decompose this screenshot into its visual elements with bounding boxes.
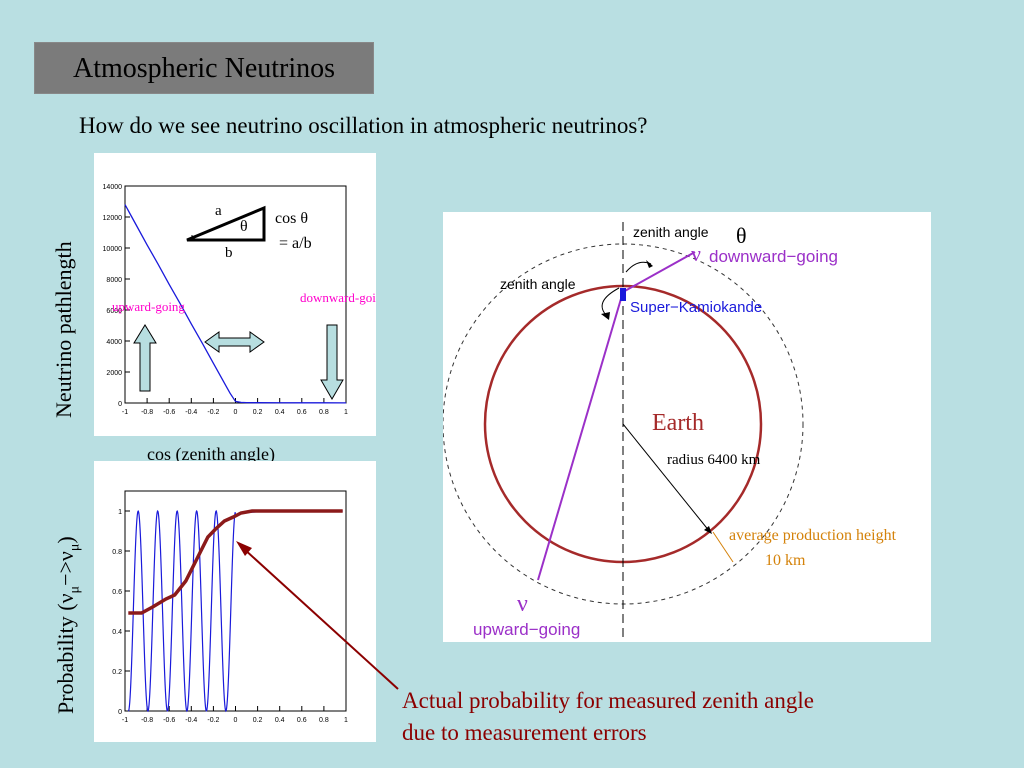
up-arrow-icon bbox=[133, 324, 157, 392]
upward-going-diagram-label: upward−going bbox=[473, 620, 580, 639]
y-tick-label: 0 bbox=[118, 401, 122, 408]
annotation-line-2: due to measurement errors bbox=[402, 720, 647, 745]
down-arrow-icon bbox=[320, 324, 344, 400]
y-tick-label: 8000 bbox=[106, 277, 122, 284]
super-kamiokande-marker bbox=[620, 288, 626, 301]
cos-formula-line1: cos θ bbox=[275, 210, 308, 227]
production-height-line bbox=[712, 531, 734, 563]
y-tick-label: 0.6 bbox=[112, 589, 122, 596]
triangle-angle: θ bbox=[240, 218, 248, 235]
x-tick-label: 0.2 bbox=[253, 717, 263, 724]
x-tick-label: 0.6 bbox=[297, 409, 307, 416]
y-tick-label: 2000 bbox=[106, 370, 122, 377]
x-tick-label: 0.4 bbox=[275, 409, 285, 416]
pathlength-curve bbox=[124, 204, 347, 404]
zenith-angle-top-label: zenith angle bbox=[633, 224, 709, 240]
x-tick-label: 0.2 bbox=[253, 409, 263, 416]
earth-diagram-panel: zenith angle θ ν downward−going zenith a… bbox=[442, 212, 931, 642]
bottom-plot-panel: -1 -0.8 -0.6 -0.4 -0.2 0 0.2 0.4 0.6 0.8 1 0 0.2 0.4 0… bbox=[94, 461, 376, 742]
top-plot-ylabel: Neutrino pathlength bbox=[51, 241, 76, 418]
top-plot-xlabel: cos (zenith angle) bbox=[147, 444, 275, 464]
annotation-line-1: Actual probability for measured zenith a… bbox=[402, 688, 814, 713]
y-tick-label: 14000 bbox=[103, 184, 123, 191]
downward-neutrino-path bbox=[622, 251, 696, 293]
x-tick-label: -0.8 bbox=[141, 717, 153, 724]
zenith-angle-left-label: zenith angle bbox=[500, 276, 576, 292]
x-tick-label: -1 bbox=[122, 409, 128, 416]
upward-neutrino-path bbox=[537, 291, 624, 581]
y-tick-label: 10000 bbox=[103, 246, 123, 253]
y-tick-label: 0.4 bbox=[112, 629, 122, 636]
x-tick-label: -0.6 bbox=[163, 409, 175, 416]
zenith-arc-top bbox=[625, 261, 652, 273]
avg-height-line1: average production height bbox=[729, 527, 897, 544]
y-tick-label: 0.8 bbox=[112, 549, 122, 556]
downward-going-label: downward-going bbox=[300, 290, 376, 305]
y-tick-label: 1 bbox=[118, 509, 122, 516]
super-kamiokande-label: Super−Kamiokande bbox=[630, 299, 762, 316]
x-tick-label: 0 bbox=[234, 409, 238, 416]
avg-height-line2: 10 km bbox=[765, 552, 806, 569]
cos-formula-line2: = a/b bbox=[279, 235, 312, 252]
theta-label: θ bbox=[736, 223, 747, 248]
earth-label: Earth bbox=[652, 410, 704, 436]
x-tick-label: -0.6 bbox=[163, 717, 175, 724]
x-tick-label: -0.2 bbox=[207, 409, 219, 416]
actual-probability-curve bbox=[128, 509, 343, 615]
x-tick-label: -1 bbox=[122, 717, 128, 724]
y-tick-label: 4000 bbox=[106, 339, 122, 346]
y-tick-label: 12000 bbox=[103, 215, 123, 222]
x-tick-label: -0.4 bbox=[185, 409, 197, 416]
nu-down-label: ν bbox=[691, 241, 701, 266]
double-arrow-icon bbox=[204, 331, 265, 353]
triangle-diagram: a θ b cos θ = a/b bbox=[186, 203, 312, 261]
radius-line bbox=[622, 423, 711, 533]
annotation-text: Actual probability for measured zenith a… bbox=[402, 685, 814, 749]
y-tick-label: 6000 bbox=[106, 308, 122, 315]
x-tick-label: 0.8 bbox=[319, 717, 329, 724]
top-plot-panel: -1 -0.8 -0.6 -0.4 -0.2 0 0.2 0.4 0.6 0.8 1 0 2000 400… bbox=[94, 153, 390, 436]
downward-going-diagram-label: downward−going bbox=[709, 247, 838, 266]
x-tick-label: 1 bbox=[344, 717, 348, 724]
radius-label: radius 6400 km bbox=[667, 452, 761, 468]
y-tick-label: 0.2 bbox=[112, 669, 122, 676]
probability-chart: -1 -0.8 -0.6 -0.4 -0.2 0 0.2 0.4 0.6 0.8 1 0 0.2 0.4 0… bbox=[112, 490, 348, 724]
slide-title: Atmospheric Neutrinos bbox=[34, 42, 374, 94]
x-tick-label: 0.4 bbox=[275, 717, 285, 724]
y-tick-label: 0 bbox=[118, 709, 122, 716]
x-tick-label: -0.8 bbox=[141, 409, 153, 416]
earth-diagram: zenith angle θ ν downward−going zenith a… bbox=[442, 222, 897, 640]
triangle-shape bbox=[186, 205, 266, 242]
x-tick-label: 0.6 bbox=[297, 717, 307, 724]
x-tick-label: 1 bbox=[344, 409, 348, 416]
x-tick-label: 0.8 bbox=[319, 409, 329, 416]
bottom-plot-frame bbox=[124, 490, 347, 712]
upward-going-label: upward-going bbox=[112, 299, 185, 314]
oscillation-curve bbox=[128, 509, 343, 713]
bottom-plot-ylabel: Probability (νμ−>νμ) bbox=[53, 536, 83, 714]
pathlength-chart: -1 -0.8 -0.6 -0.4 -0.2 0 0.2 0.4 0.6 0.8 1 0 2000 400… bbox=[103, 184, 390, 416]
slide-subtitle: How do we see neutrino oscillation in at… bbox=[79, 113, 648, 138]
nu-up-label: ν bbox=[517, 591, 528, 617]
triangle-side-b: b bbox=[225, 245, 233, 261]
x-tick-label: -0.2 bbox=[207, 717, 219, 724]
triangle-side-a: a bbox=[215, 203, 222, 219]
x-tick-label: 0 bbox=[234, 717, 238, 724]
x-tick-label: -0.4 bbox=[185, 717, 197, 724]
